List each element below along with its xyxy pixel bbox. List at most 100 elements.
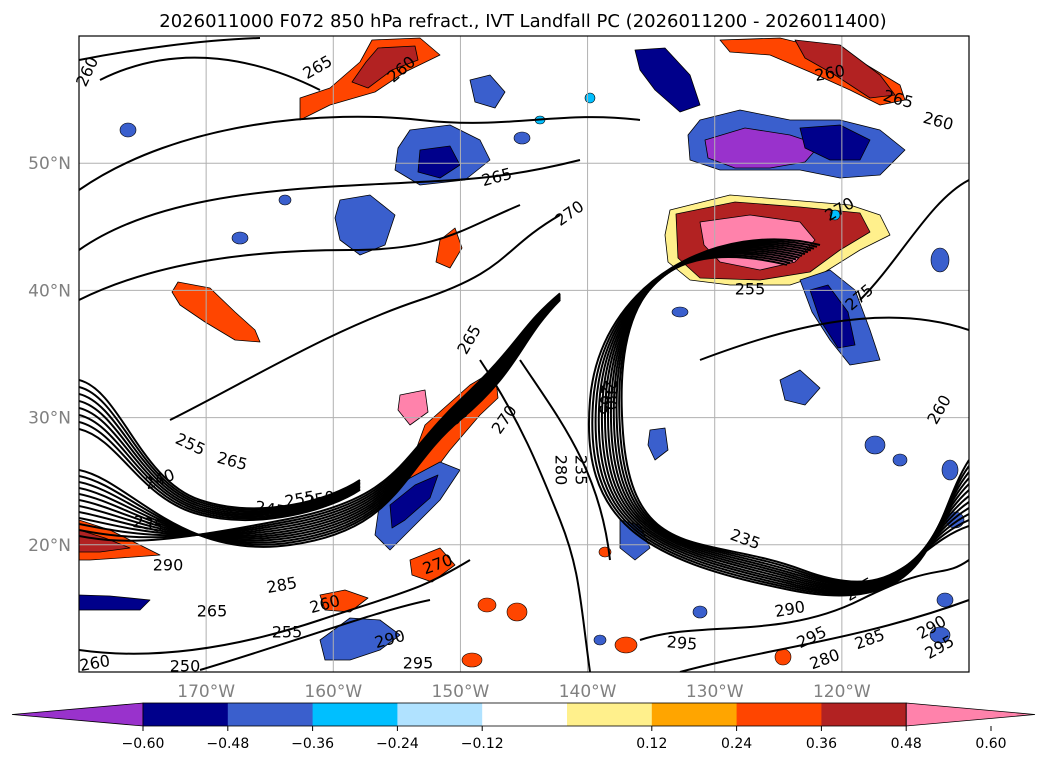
contour-line <box>79 37 261 61</box>
anomaly-region <box>704 127 821 169</box>
contour-line <box>79 204 521 301</box>
y-tick-label: 30°N <box>28 409 71 429</box>
anomaly-region <box>79 529 131 553</box>
contour-label: 235 <box>572 455 591 486</box>
contour-label: 280 <box>552 455 571 486</box>
contour-line <box>199 599 431 671</box>
colorbar-segment <box>482 703 568 726</box>
contour-line <box>79 428 361 521</box>
colorbar-segment <box>736 703 822 726</box>
anomaly-region <box>936 592 954 608</box>
anomaly-region <box>513 131 531 145</box>
contour-line <box>79 293 561 539</box>
colorbar-tick-label: −0.60 <box>122 736 165 752</box>
contour-line <box>79 386 361 511</box>
contour-label: 255 <box>272 623 303 642</box>
anomaly-region <box>774 648 792 666</box>
colorbar-tick-label: −0.12 <box>461 736 504 752</box>
colorbar-segment <box>821 703 907 726</box>
contour-line <box>639 559 969 641</box>
anomaly-region <box>477 597 497 613</box>
contour-line <box>79 379 361 510</box>
anomaly-region <box>929 626 951 644</box>
contour-label: 265 <box>595 384 617 416</box>
contour-line <box>79 299 561 548</box>
colorbar-tick-label: −0.48 <box>206 736 249 752</box>
x-tick-label: 140°W <box>559 682 617 702</box>
anomaly-region <box>799 124 871 161</box>
contour-line <box>79 292 561 542</box>
colorbar-tick-label: 0.48 <box>891 736 922 752</box>
anomaly-region <box>278 194 292 206</box>
colorbar-tick-label: −0.36 <box>291 736 334 752</box>
anomaly-region <box>119 122 137 138</box>
contour-line <box>79 400 361 515</box>
y-axis-ticks: 50°N 40°N 30°N 20°N <box>28 154 71 556</box>
contour-line <box>79 298 561 544</box>
anomaly-region <box>397 389 429 426</box>
contour-line <box>79 295 561 538</box>
colorbar-tick-label: 0.60 <box>975 736 1006 752</box>
anomaly-region <box>417 145 461 179</box>
x-tick-label: 120°W <box>813 682 871 702</box>
contour-line <box>99 56 321 91</box>
colorbar-segment <box>397 703 483 726</box>
contour-line <box>79 296 561 541</box>
anomaly-region <box>319 617 401 661</box>
anomaly-region <box>319 589 369 613</box>
y-tick-label: 20°N <box>28 536 71 556</box>
contour-line <box>519 359 611 561</box>
anomaly-region <box>634 47 701 113</box>
contour-line <box>79 407 361 516</box>
contour-line <box>79 294 561 536</box>
colorbar-extend-high <box>905 702 1036 727</box>
anomaly-region <box>794 39 896 99</box>
y-tick-label: 40°N <box>28 281 71 301</box>
contour-line <box>679 599 969 672</box>
anomaly-region <box>79 594 151 611</box>
colorbar-segment <box>567 703 653 726</box>
anomaly-region <box>892 453 908 467</box>
anomaly-region <box>351 45 419 89</box>
contour-line <box>79 559 471 655</box>
contour-line <box>79 297 561 542</box>
chart-title: 2026011000 F072 850 hPa refract., IVT La… <box>159 11 886 32</box>
anomaly-region <box>584 92 596 104</box>
colorbar-frame <box>142 702 907 727</box>
contour-line <box>620 256 969 583</box>
anomaly-shading <box>79 37 965 668</box>
x-tick-label: 160°W <box>304 682 362 702</box>
plot-frame <box>78 35 970 673</box>
y-tick-label: 50°N <box>28 154 71 174</box>
contour-line <box>169 214 561 421</box>
anomaly-region <box>506 602 528 622</box>
contour-label: 295 <box>666 632 698 654</box>
anomaly-region <box>389 474 439 529</box>
contour-line <box>79 298 561 546</box>
contour-line <box>79 421 361 520</box>
anomaly-region <box>171 281 261 343</box>
colorbar-tick-label: 0.24 <box>721 736 752 752</box>
contour-lines <box>79 37 969 672</box>
x-tick-label: 150°W <box>432 682 490 702</box>
colorbar: −0.60 −0.48 −0.36 −0.24 −0.12 0.12 0.24 0.36 0.4… <box>11 702 1036 752</box>
contour-line <box>479 359 591 672</box>
contour-line <box>859 179 969 301</box>
colorbar-tick-label: −0.24 <box>376 736 419 752</box>
contour-line <box>79 295 561 537</box>
colorbar-extend-low <box>11 702 144 727</box>
anomaly-region <box>469 74 506 109</box>
anomaly-region <box>809 284 856 349</box>
colorbar-segment <box>143 703 229 726</box>
anomaly-region <box>692 605 708 619</box>
gridlines <box>79 36 969 672</box>
anomaly-region <box>671 306 689 318</box>
contour-line <box>699 316 969 361</box>
anomaly-region <box>864 435 886 455</box>
x-tick-label: 130°W <box>686 682 744 702</box>
anomaly-region <box>941 459 959 481</box>
anomaly-region <box>614 636 638 654</box>
contour-line <box>79 115 641 191</box>
